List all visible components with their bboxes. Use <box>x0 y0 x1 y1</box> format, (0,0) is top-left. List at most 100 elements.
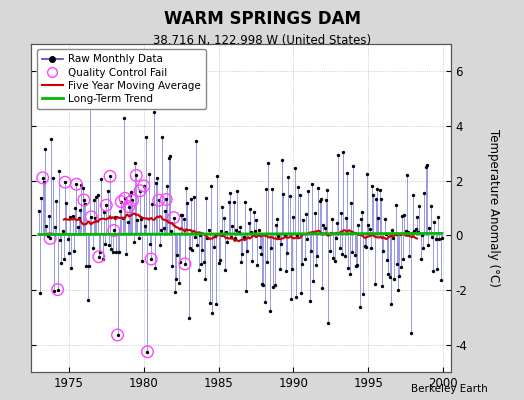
Point <box>236 224 244 230</box>
Point <box>369 192 377 198</box>
Point <box>264 160 272 166</box>
Point <box>38 175 47 181</box>
Point <box>283 250 291 256</box>
Point <box>96 248 104 255</box>
Point <box>354 221 363 228</box>
Point <box>143 348 151 355</box>
Text: WARM SPRINGS DAM: WARM SPRINGS DAM <box>163 10 361 28</box>
Point <box>216 257 224 264</box>
Point <box>257 250 265 257</box>
Point <box>177 212 185 218</box>
Point <box>242 288 250 294</box>
Point <box>137 216 146 223</box>
Point <box>252 217 260 223</box>
Point <box>191 234 199 240</box>
Point <box>54 168 63 174</box>
Point <box>415 203 423 210</box>
Point <box>339 149 347 156</box>
Point <box>159 224 168 231</box>
Point <box>165 154 173 161</box>
Point <box>325 248 334 254</box>
Point <box>59 228 67 234</box>
Point <box>47 135 56 142</box>
Point <box>414 229 422 235</box>
Point <box>380 216 389 222</box>
Point <box>181 261 189 267</box>
Point <box>368 183 376 189</box>
Point <box>211 233 219 240</box>
Point <box>169 214 178 221</box>
Point <box>90 197 98 204</box>
Point <box>37 194 46 201</box>
Point <box>298 261 307 268</box>
Point <box>115 249 123 255</box>
Point <box>182 185 190 191</box>
Point <box>370 280 379 287</box>
Point <box>313 253 321 260</box>
Point <box>77 182 85 188</box>
Point <box>427 203 435 210</box>
Point <box>163 183 172 189</box>
Point <box>248 258 256 265</box>
Point <box>221 266 229 273</box>
Point <box>293 232 301 238</box>
Point <box>399 256 408 262</box>
Point <box>316 196 325 202</box>
Point <box>173 252 182 258</box>
Point <box>102 202 111 208</box>
Point <box>195 232 204 238</box>
Point <box>234 229 243 236</box>
Point <box>249 208 258 215</box>
Point <box>361 242 369 249</box>
Point <box>76 207 84 213</box>
Point <box>268 185 277 192</box>
Point <box>82 263 91 270</box>
Point <box>185 245 194 251</box>
Point <box>305 298 314 304</box>
Point <box>395 272 403 279</box>
Point <box>352 262 360 269</box>
Point <box>157 227 166 234</box>
Point <box>262 186 270 192</box>
Point <box>431 235 440 242</box>
Point <box>435 236 444 242</box>
Point <box>410 228 419 234</box>
Point <box>403 172 411 178</box>
Point <box>214 260 223 266</box>
Point <box>102 202 111 208</box>
Point <box>296 192 304 198</box>
Point <box>247 229 255 235</box>
Point <box>323 187 331 193</box>
Point <box>304 187 313 194</box>
Point <box>407 330 415 336</box>
Point <box>363 171 371 177</box>
Point <box>224 199 233 205</box>
Point <box>139 183 148 189</box>
Point <box>143 348 151 355</box>
Point <box>341 253 349 259</box>
Point <box>161 208 169 214</box>
Point <box>204 227 213 233</box>
Point <box>290 165 299 172</box>
Point <box>62 200 71 206</box>
Point <box>85 263 93 269</box>
Point <box>375 187 384 193</box>
Point <box>254 226 263 233</box>
Point <box>227 234 235 240</box>
Point <box>61 179 69 186</box>
Point <box>348 248 356 255</box>
Point <box>364 222 373 228</box>
Point <box>333 220 341 226</box>
Point <box>100 209 108 216</box>
Point <box>46 235 54 242</box>
Text: Berkeley Earth: Berkeley Earth <box>411 384 487 394</box>
Point <box>183 200 192 207</box>
Point <box>438 235 446 241</box>
Point <box>377 196 385 202</box>
Point <box>288 266 297 273</box>
Point <box>344 265 353 271</box>
Point <box>239 234 248 240</box>
Point <box>389 234 397 241</box>
Point <box>210 244 218 250</box>
Point <box>149 108 158 115</box>
